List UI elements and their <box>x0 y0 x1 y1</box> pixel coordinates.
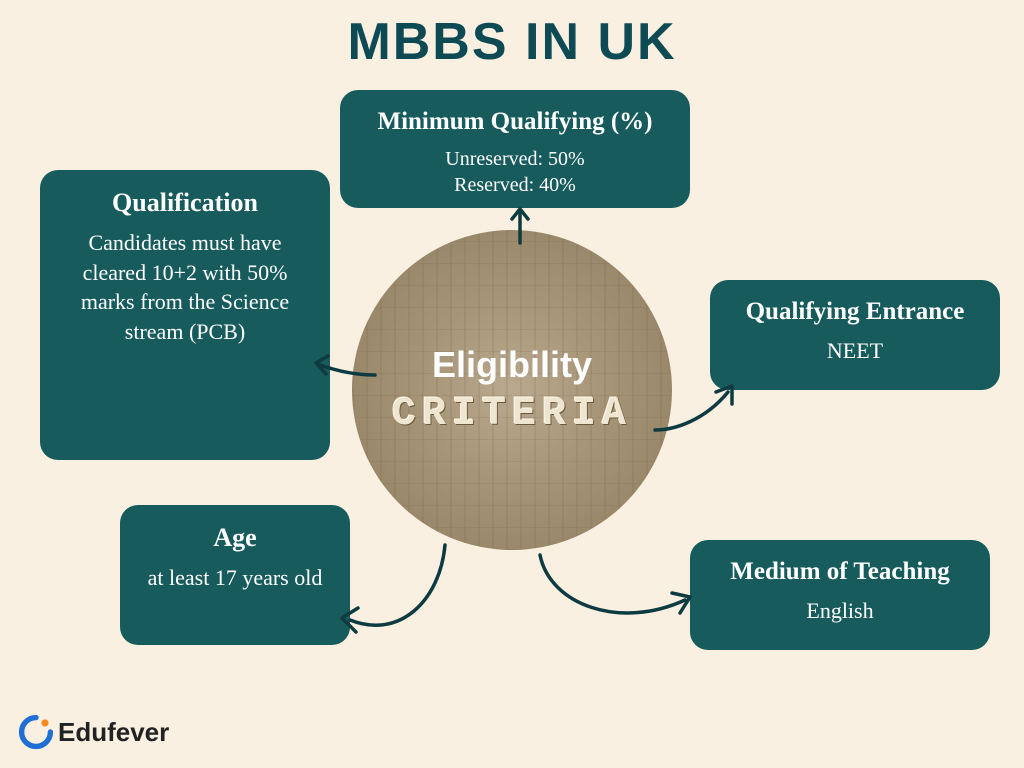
card-min-qualifying-line2: Reserved: 40% <box>362 172 668 198</box>
page-title: MBBS IN UK <box>0 12 1024 72</box>
logo-text: Edufever <box>58 717 169 748</box>
card-entrance: Qualifying Entrance NEET <box>710 280 1000 390</box>
card-age-title: Age <box>142 523 328 553</box>
card-age: Age at least 17 years old <box>120 505 350 645</box>
card-qualification-body: Candidates must have cleared 10+2 with 5… <box>62 228 308 347</box>
card-min-qualifying: Minimum Qualifying (%) Unreserved: 50% R… <box>340 90 690 208</box>
card-entrance-title: Qualifying Entrance <box>732 298 978 326</box>
card-age-body: at least 17 years old <box>142 563 328 593</box>
card-medium: Medium of Teaching English <box>690 540 990 650</box>
card-medium-body: English <box>712 596 968 626</box>
logo-icon <box>18 714 54 750</box>
card-qualification: Qualification Candidates must have clear… <box>40 170 330 460</box>
center-circle: Eligibility CRITERIA <box>352 230 672 550</box>
card-medium-title: Medium of Teaching <box>712 558 968 586</box>
card-min-qualifying-line1: Unreserved: 50% <box>362 146 668 172</box>
card-entrance-body: NEET <box>732 336 978 366</box>
center-text-criteria: CRITERIA <box>392 392 632 437</box>
logo: Edufever <box>18 714 169 750</box>
arrow-to-medium <box>530 545 700 645</box>
card-qualification-title: Qualification <box>62 188 308 218</box>
card-min-qualifying-title: Minimum Qualifying (%) <box>362 108 668 136</box>
center-text-eligibility: Eligibility <box>432 344 592 386</box>
